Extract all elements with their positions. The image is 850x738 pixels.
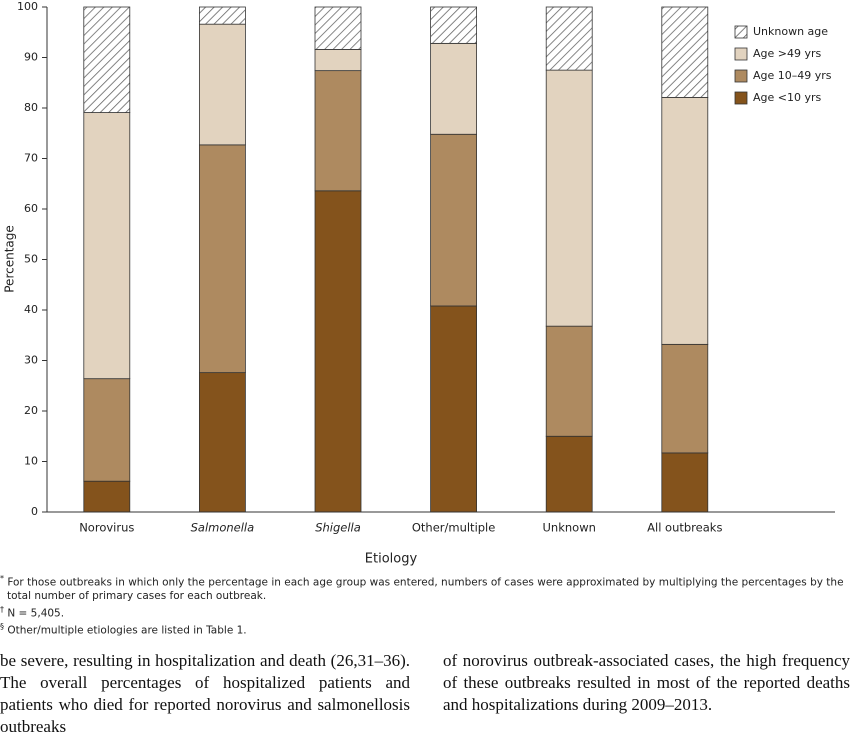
y-axis-label: Percentage [3,225,17,293]
bar-segment [430,133,478,307]
y-tick-label: 100 [17,0,38,13]
legend-swatch [734,91,748,105]
bar-segment [83,112,131,380]
y-tick-label: 50 [24,253,38,266]
bar-segment [314,70,362,192]
y-tick-label: 10 [24,455,38,468]
bar-segment [314,190,362,513]
x-tick-label: Shigella [315,521,361,535]
bar-segment [661,452,709,513]
bar-segment [545,6,593,71]
legend-swatch [734,47,748,61]
x-tick-label: All outbreaks [647,521,722,535]
legend-label: Unknown age [753,25,828,38]
x-tick-label: Norovirus [79,521,134,535]
footnote: § Other/multiple etiologies are listed i… [0,620,848,638]
footnote-mark: * [0,574,4,583]
bar-segment [314,49,362,72]
bar-segment [198,6,246,25]
bar-segment [661,6,709,98]
y-tick-label: 80 [24,101,38,114]
footnote: † N = 5,405. [0,603,848,621]
bar-segment [661,343,709,454]
y-tick-label: 40 [24,303,38,316]
chart: Percentage Etiology 0 10 20 30 40 50 60 70 80 90 1… [3,0,835,567]
bar-segment [83,6,131,113]
bar-segment [83,480,131,513]
footnotes: * For those outbreaks in which only the … [0,572,848,638]
footnote-text: Other/multiple etiologies are listed in … [7,624,247,637]
bar-segment [83,378,131,482]
bar-segment [198,23,246,146]
legend-swatch [734,25,748,39]
legend-label: Age 10–49 yrs [753,69,832,82]
bar-segment [430,6,478,44]
footnote-text: N = 5,405. [7,607,65,619]
footnote: * For those outbreaks in which only the … [0,572,848,603]
y-tick-label: 70 [24,152,38,165]
x-tick-label: Salmonella [191,521,255,535]
legend-swatch [734,69,748,83]
bar-segment [198,372,246,513]
bar-segment [545,435,593,513]
y-tick-label: 0 [31,505,38,518]
legend-label: Age <10 yrs [753,91,822,104]
footnote-mark: § [0,622,4,631]
body-left: be severe, resulting in hospitalization … [0,651,410,736]
footnote-mark: † [0,604,4,614]
y-tick-label: 90 [24,51,38,64]
bar-segment [545,69,593,327]
bar-segment [198,144,246,374]
x-axis-label: Etiology [365,552,418,567]
y-tick-label: 60 [24,202,38,215]
bar-segment [661,96,709,345]
y-tick-label: 30 [24,354,38,367]
bar-segment [430,305,478,513]
bar-segment [545,325,593,437]
bar-segment [314,6,362,50]
footnote-text: For those outbreaks in which only the pe… [7,576,844,602]
bar-segment [430,42,478,135]
y-tick-label: 20 [24,404,38,417]
x-tick-label: Other/multiple [412,521,496,535]
x-tick-label: Unknown [543,521,596,535]
body-right: of norovirus outbreak-associated cases, … [443,651,850,714]
legend-label: Age >49 yrs [753,47,822,60]
